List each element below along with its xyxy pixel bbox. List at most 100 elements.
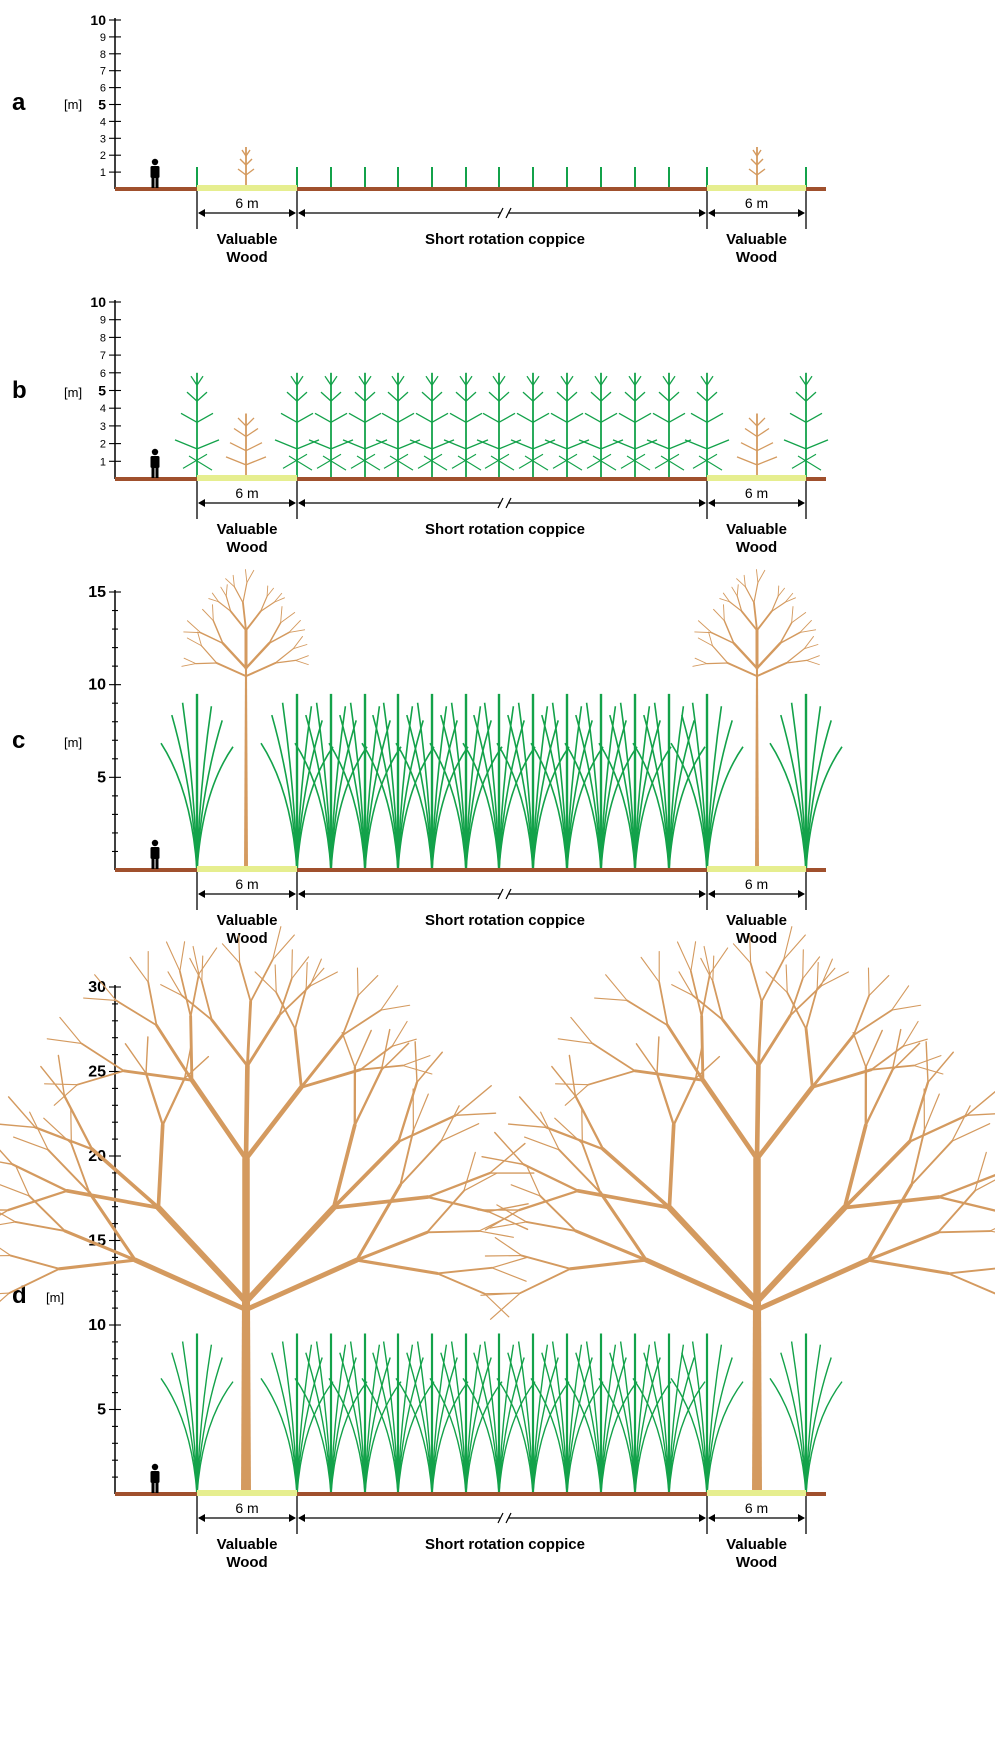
y-tick-label: 9 — [100, 32, 106, 44]
y-tick-label: 2 — [100, 439, 106, 451]
coppice-clump — [261, 694, 333, 870]
y-tick-label: 10 — [88, 1317, 106, 1334]
y-tick-label: 8 — [100, 332, 106, 344]
coppice-clump — [599, 1333, 671, 1494]
dimension-arrows — [198, 1513, 805, 1523]
dimension-label-left: 6 m — [235, 1500, 258, 1516]
person-silhouette-icon — [151, 159, 160, 188]
coppice-clump — [430, 694, 502, 870]
zone-label-wood: Wood — [226, 1554, 267, 1571]
coppice-clump — [770, 694, 842, 870]
unit-label: [m] — [64, 385, 82, 400]
coppice-clump — [565, 694, 637, 870]
coppice-shoot — [444, 373, 488, 479]
y-tick-label: 30 — [88, 979, 106, 996]
y-tick-label: 4 — [100, 403, 106, 415]
coppice-clump — [161, 1333, 233, 1494]
dimension-label-right: 6 m — [745, 485, 768, 501]
zone-label-valuable: Valuable — [217, 231, 278, 248]
zone-label-valuable: Valuable — [217, 521, 278, 538]
panel-letter: c — [12, 727, 25, 754]
zone-label-coppice: Short rotation coppice — [425, 231, 585, 248]
zone-label-valuable: Valuable — [217, 1536, 278, 1553]
person-silhouette-icon — [151, 449, 160, 478]
valuable-tree-seedling — [238, 147, 254, 189]
zone-label-coppice: Short rotation coppice — [425, 1536, 585, 1553]
coppice-shoot — [376, 373, 420, 479]
zone-label-wood: Wood — [226, 539, 267, 556]
y-tick-label: 9 — [100, 315, 106, 327]
zone-label-wood: Wood — [736, 930, 777, 947]
y-tick-label: 4 — [100, 116, 106, 128]
zone-label-wood: Wood — [736, 249, 777, 266]
dimension-arrows — [198, 208, 805, 218]
coppice-clump — [770, 1333, 842, 1494]
coppice-clump — [295, 694, 367, 870]
y-tick-label: 1 — [100, 167, 106, 179]
zone-label-coppice: Short rotation coppice — [425, 521, 585, 538]
y-tick-label: 5 — [98, 383, 106, 399]
coppice-shoot — [511, 373, 555, 479]
y-tick-label: 6 — [100, 83, 106, 95]
valuable-strip — [197, 185, 297, 191]
y-tick-label: 7 — [100, 350, 106, 362]
zone-label-wood: Wood — [226, 249, 267, 266]
zone-label-valuable: Valuable — [726, 912, 787, 929]
y-tick-label: 10 — [90, 12, 106, 28]
y-tick-label: 8 — [100, 49, 106, 61]
y-tick-label: 10 — [90, 294, 106, 310]
plants — [0, 927, 995, 1494]
y-tick-label: 1 — [100, 456, 106, 468]
coppice-shoot — [175, 373, 219, 479]
coppice-clump — [295, 1333, 367, 1494]
valuable-strip — [707, 866, 806, 872]
valuable-tree-young — [226, 414, 266, 479]
valuable-strip — [707, 185, 806, 191]
y-tick-label: 5 — [97, 1402, 106, 1419]
coppice-shoot — [647, 373, 691, 479]
coppice-clump — [497, 694, 569, 870]
coppice-clump — [161, 694, 233, 870]
dimension-arrows — [198, 889, 805, 899]
coppice-shoot — [275, 373, 319, 479]
y-tick-label: 2 — [100, 150, 106, 162]
y-tick-label: 3 — [100, 421, 106, 433]
dimension-label-right: 6 m — [745, 876, 768, 892]
zone-label-valuable: Valuable — [726, 231, 787, 248]
coppice-shoot — [410, 373, 454, 479]
plants — [175, 373, 828, 479]
unit-label: [m] — [64, 735, 82, 750]
coppice-clump — [633, 1333, 705, 1494]
coppice-shoot — [309, 373, 353, 479]
y-tick-label: 5 — [97, 769, 106, 786]
coppice-clump — [463, 694, 535, 870]
zone-label-wood: Wood — [736, 539, 777, 556]
dimension-label-left: 6 m — [235, 485, 258, 501]
valuable-strip — [707, 1490, 806, 1496]
valuable-strip — [197, 1490, 297, 1496]
coppice-shoot — [343, 373, 387, 479]
coppice-shoot — [477, 373, 521, 479]
valuable-tree-young — [737, 414, 777, 479]
dimension-arrows — [198, 498, 805, 508]
panel-letter: a — [12, 89, 26, 116]
dimension-label-right: 6 m — [745, 1500, 768, 1516]
y-tick-label: 10 — [88, 677, 106, 694]
zone-label-valuable: Valuable — [726, 1536, 787, 1553]
zone-label-coppice: Short rotation coppice — [425, 912, 585, 929]
coppice-clump — [396, 1333, 468, 1494]
coppice-clump — [599, 694, 671, 870]
zone-label-wood: Wood — [226, 930, 267, 947]
coppice-clump — [497, 1333, 569, 1494]
zone-label-valuable: Valuable — [726, 521, 787, 538]
coppice-shoot — [784, 373, 828, 479]
plants — [197, 147, 806, 189]
y-tick-label: 3 — [100, 133, 106, 145]
coppice-clump — [329, 694, 401, 870]
